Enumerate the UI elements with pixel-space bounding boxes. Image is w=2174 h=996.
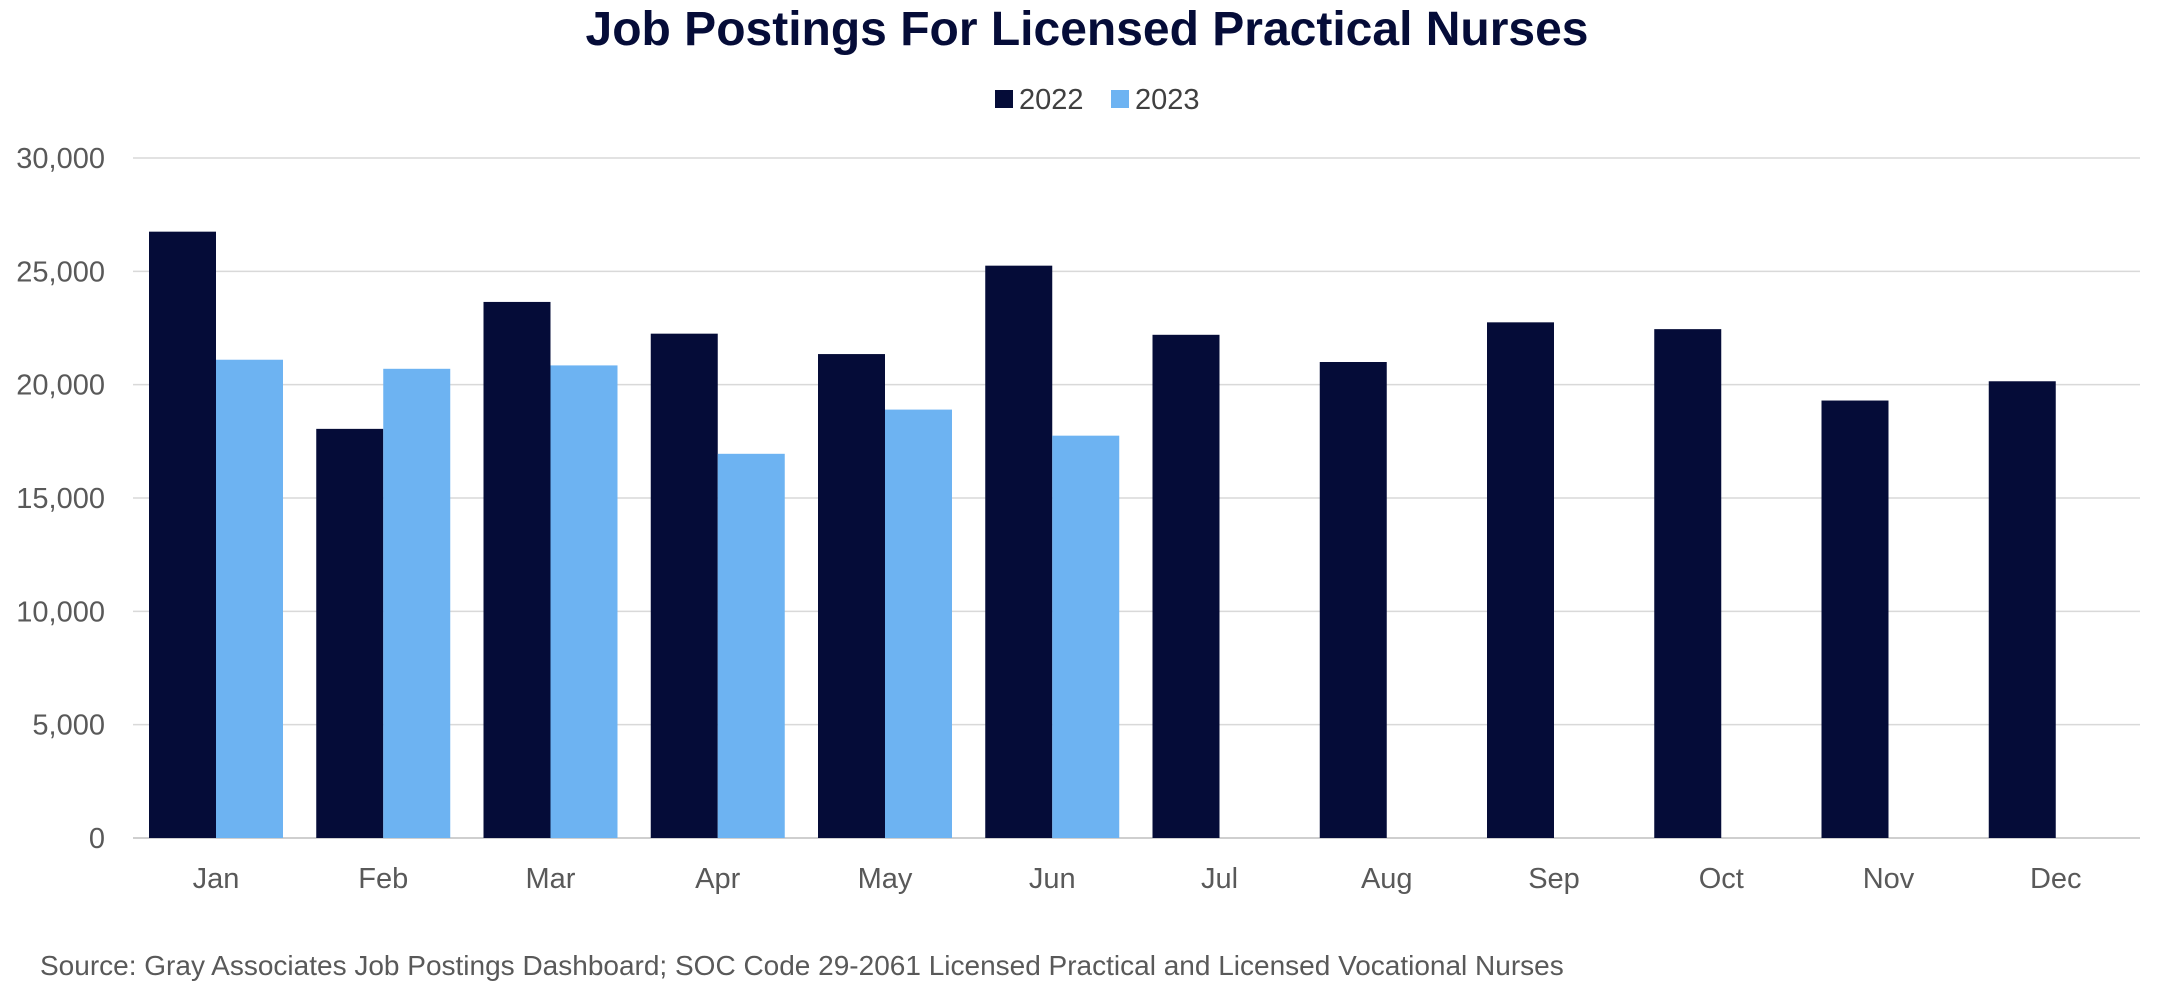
bar-2023-mar: [550, 365, 618, 838]
legend: 2022 2023: [995, 84, 1200, 116]
bar-2023-may: [885, 409, 952, 838]
bar-2022-jul: [1152, 334, 1220, 838]
legend-swatch-2023: [1111, 90, 1129, 108]
x-tick-label: Feb: [358, 863, 408, 895]
bar-2022-jan: [149, 231, 216, 838]
bars: [149, 231, 2056, 839]
bar-2022-sep: [1487, 322, 1554, 838]
x-tick-label: Sep: [1528, 863, 1580, 895]
bar-2022-may: [818, 354, 885, 838]
y-tick-label: 30,000: [16, 143, 105, 175]
bar-2023-apr: [717, 453, 785, 838]
x-axis-tick-labels: Jan Feb Mar Apr May Jun Jul Aug Sep Oct Nov Dec: [193, 863, 2082, 895]
y-tick-label: 25,000: [16, 256, 105, 288]
bar-2022-oct: [1654, 329, 1722, 838]
x-tick-label: Jan: [193, 863, 240, 895]
x-tick-label: Oct: [1699, 863, 1744, 895]
bar-2022-dec: [1988, 381, 2056, 838]
bar-2023-jan: [216, 359, 283, 838]
x-tick-label: Jun: [1029, 863, 1076, 895]
y-tick-label: 5,000: [32, 710, 105, 742]
legend-label-2023: 2023: [1135, 84, 1200, 116]
bar-2022-nov: [1821, 400, 1889, 838]
bar-2022-mar: [483, 301, 551, 838]
x-tick-label: Dec: [2030, 863, 2082, 895]
y-tick-label: 10,000: [16, 596, 105, 628]
x-tick-label: Jul: [1201, 863, 1238, 895]
x-tick-label: Aug: [1361, 863, 1413, 895]
bar-2022-aug: [1319, 362, 1387, 838]
bar-2023-jun: [1052, 435, 1120, 838]
x-tick-label: Apr: [695, 863, 740, 895]
y-tick-label: 20,000: [16, 370, 105, 402]
x-tick-label: Mar: [526, 863, 576, 895]
legend-label-2022: 2022: [1019, 84, 1084, 116]
bar-2022-feb: [316, 428, 384, 838]
source-note: Source: Gray Associates Job Postings Das…: [40, 950, 1564, 981]
x-tick-label: Nov: [1863, 863, 1915, 895]
x-tick-label: May: [858, 863, 913, 895]
bar-2023-feb: [383, 368, 451, 838]
y-tick-label: 15,000: [16, 483, 105, 515]
legend-swatch-2022: [995, 90, 1013, 108]
bar-2022-jun: [985, 265, 1053, 839]
bar-2022-apr: [650, 333, 718, 838]
y-axis-tick-labels: 0 5,000 10,000 15,000 20,000 25,000 30,000: [16, 143, 105, 855]
y-tick-label: 0: [89, 823, 105, 855]
chart-title: Job Postings For Licensed Practical Nurs…: [585, 3, 1589, 56]
gridlines: [133, 157, 2140, 839]
